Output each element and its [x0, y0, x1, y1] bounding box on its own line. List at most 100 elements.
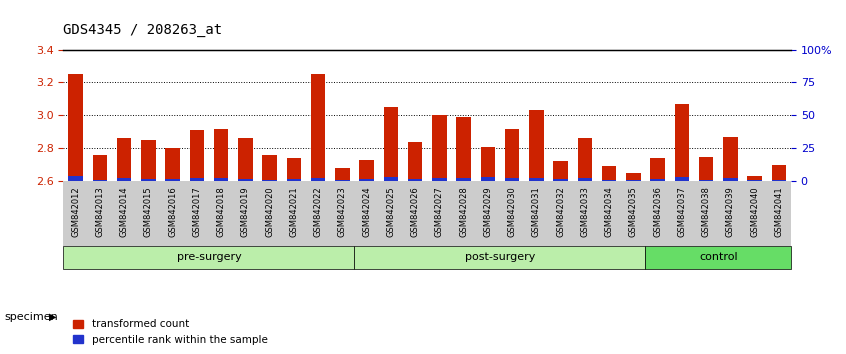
Bar — [141, 179, 156, 181]
Bar — [287, 158, 301, 181]
Text: GSM842026: GSM842026 — [410, 187, 420, 237]
Text: GSM842034: GSM842034 — [605, 187, 613, 237]
Bar — [214, 129, 228, 181]
Bar — [408, 179, 422, 181]
Text: GSM842039: GSM842039 — [726, 187, 735, 237]
Text: GSM842033: GSM842033 — [580, 187, 590, 237]
Bar — [651, 179, 665, 181]
Bar — [602, 179, 617, 181]
Bar — [383, 177, 398, 181]
Bar — [481, 177, 495, 181]
Text: GSM842013: GSM842013 — [96, 187, 104, 237]
Text: GSM842021: GSM842021 — [289, 187, 299, 237]
Bar — [456, 117, 471, 181]
Text: GSM842014: GSM842014 — [119, 187, 129, 237]
Bar — [310, 74, 326, 181]
Bar — [69, 74, 83, 181]
Bar — [747, 176, 762, 181]
Bar — [383, 107, 398, 181]
Bar — [651, 158, 665, 181]
Bar — [529, 110, 544, 181]
Bar — [699, 179, 713, 181]
Bar — [335, 168, 349, 181]
Bar — [578, 138, 592, 181]
Bar — [92, 155, 107, 181]
Text: GSM842018: GSM842018 — [217, 187, 226, 237]
Bar — [723, 178, 738, 181]
Text: pre-surgery: pre-surgery — [177, 252, 241, 262]
Bar — [214, 178, 228, 181]
Bar — [63, 246, 354, 269]
Bar — [772, 179, 786, 181]
Bar — [772, 165, 786, 181]
Bar — [141, 140, 156, 181]
Bar — [481, 147, 495, 181]
Text: GSM842037: GSM842037 — [678, 187, 686, 237]
Bar — [626, 173, 640, 181]
Bar — [626, 180, 640, 181]
Bar — [262, 179, 277, 181]
Text: GSM842022: GSM842022 — [314, 187, 322, 237]
Text: GSM842041: GSM842041 — [774, 187, 783, 237]
Bar — [747, 180, 762, 181]
Bar — [432, 115, 447, 181]
Bar — [699, 156, 713, 181]
Bar — [165, 148, 180, 181]
Bar — [674, 177, 689, 181]
Bar — [190, 178, 204, 181]
Text: GSM842029: GSM842029 — [483, 187, 492, 237]
Bar — [238, 179, 253, 181]
Bar — [287, 179, 301, 181]
Text: GSM842027: GSM842027 — [435, 187, 444, 237]
Text: GSM842020: GSM842020 — [265, 187, 274, 237]
Bar — [69, 176, 83, 181]
Text: control: control — [699, 252, 738, 262]
Text: GSM842036: GSM842036 — [653, 187, 662, 237]
Bar — [117, 178, 131, 181]
Text: specimen: specimen — [4, 312, 58, 322]
Bar — [238, 138, 253, 181]
Bar — [553, 161, 568, 181]
Text: GSM842035: GSM842035 — [629, 187, 638, 237]
Text: GSM842025: GSM842025 — [387, 187, 395, 237]
Text: GSM842040: GSM842040 — [750, 187, 759, 237]
Bar — [505, 129, 519, 181]
Bar — [360, 179, 374, 181]
Bar — [529, 178, 544, 181]
Bar — [602, 166, 617, 181]
Bar — [408, 142, 422, 181]
Bar — [723, 137, 738, 181]
Text: GSM842023: GSM842023 — [338, 187, 347, 237]
Bar — [645, 246, 791, 269]
Text: GSM842017: GSM842017 — [192, 187, 201, 237]
Bar — [335, 180, 349, 181]
Text: GSM842016: GSM842016 — [168, 187, 177, 237]
Text: GSM842038: GSM842038 — [701, 187, 711, 237]
Bar — [505, 178, 519, 181]
Text: ▶: ▶ — [49, 312, 57, 322]
Bar — [456, 178, 471, 181]
Bar — [354, 246, 645, 269]
Bar — [310, 178, 326, 181]
Bar — [190, 130, 204, 181]
Bar — [360, 160, 374, 181]
Bar — [578, 178, 592, 181]
Bar — [117, 138, 131, 181]
Text: GSM842031: GSM842031 — [532, 187, 541, 237]
Text: GSM842030: GSM842030 — [508, 187, 517, 237]
Bar — [553, 179, 568, 181]
Text: GSM842024: GSM842024 — [362, 187, 371, 237]
Bar — [92, 179, 107, 181]
Legend: transformed count, percentile rank within the sample: transformed count, percentile rank withi… — [69, 315, 272, 349]
Text: GSM842015: GSM842015 — [144, 187, 153, 237]
Bar — [432, 178, 447, 181]
Text: GDS4345 / 208263_at: GDS4345 / 208263_at — [63, 23, 222, 37]
Text: GSM842028: GSM842028 — [459, 187, 468, 237]
Bar — [262, 155, 277, 181]
Text: GSM842012: GSM842012 — [71, 187, 80, 237]
Text: GSM842019: GSM842019 — [241, 187, 250, 237]
Bar — [165, 179, 180, 181]
Bar — [674, 104, 689, 181]
Text: GSM842032: GSM842032 — [556, 187, 565, 237]
Text: post-surgery: post-surgery — [464, 252, 536, 262]
